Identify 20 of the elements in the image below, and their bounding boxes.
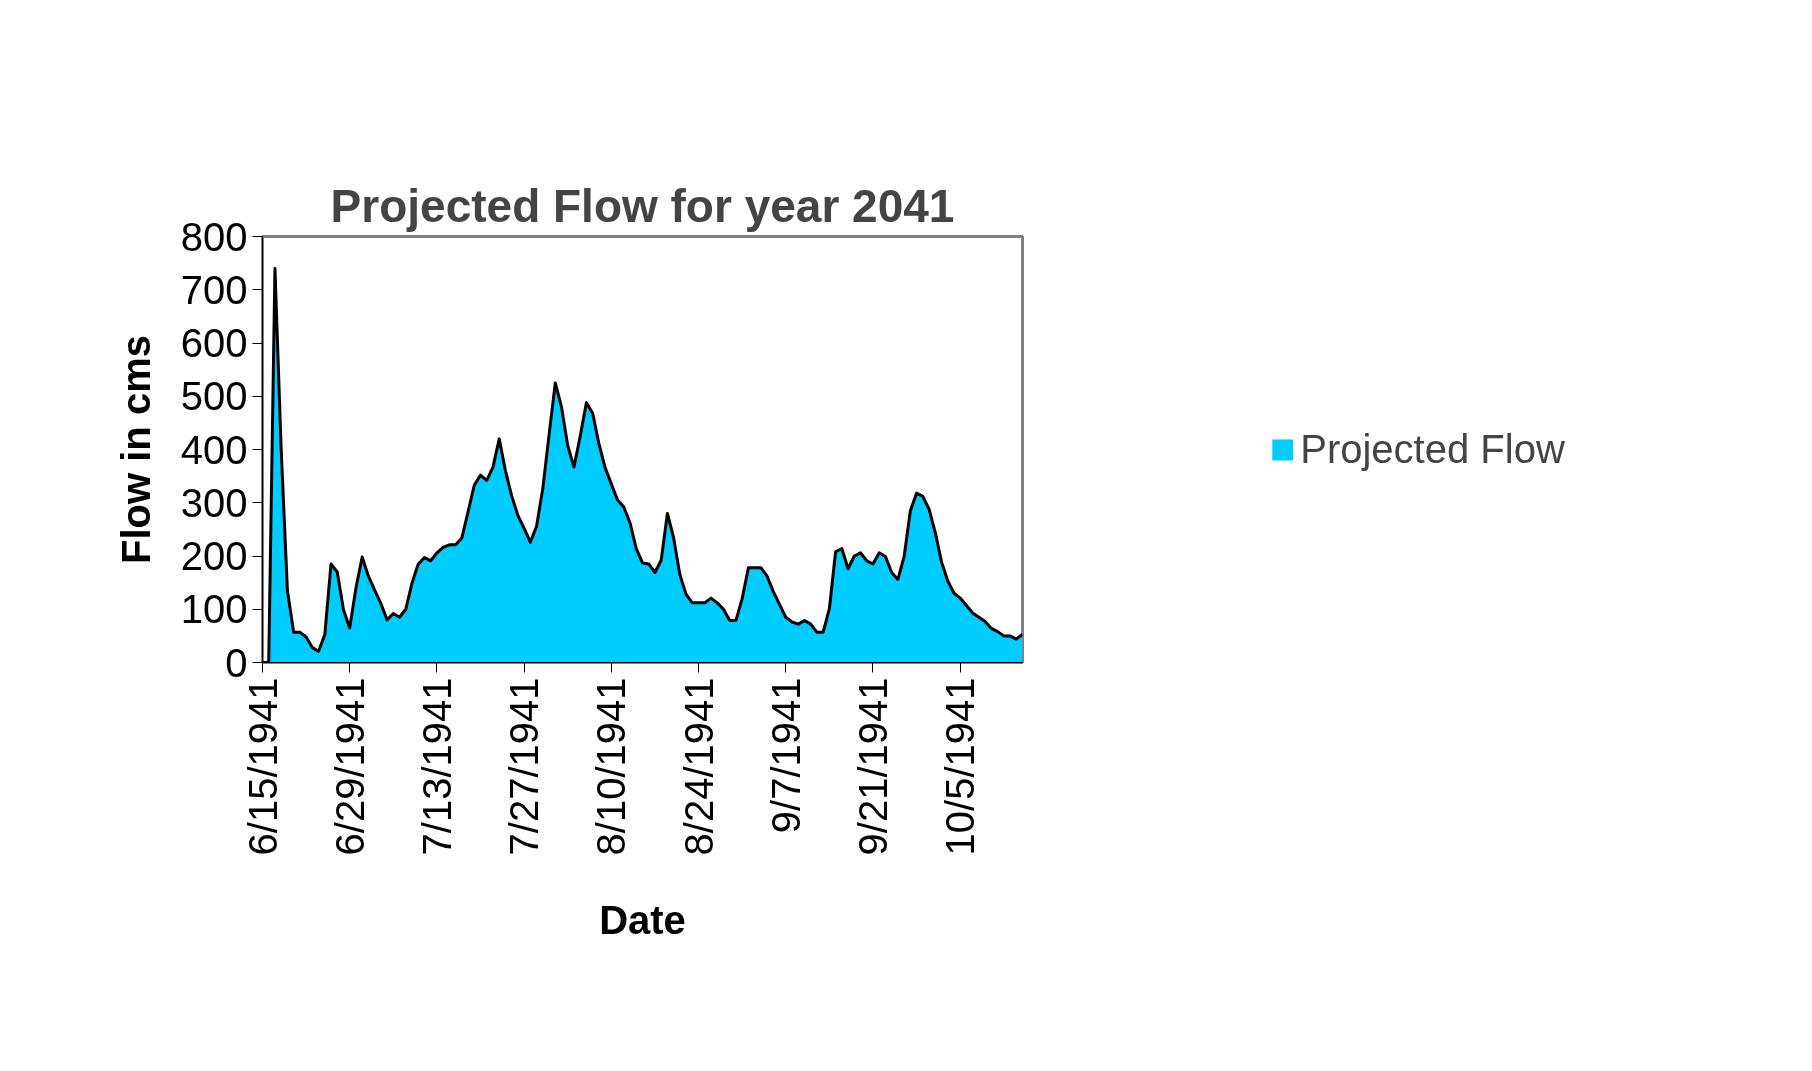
y-axis-title: Flow in cms <box>113 335 158 564</box>
legend-label: Projected Flow <box>1300 426 1565 472</box>
y-tick-label: 500 <box>180 374 248 419</box>
x-tick-label: 8/10/1941 <box>589 677 634 856</box>
x-axis-title: Date <box>599 898 686 943</box>
x-tick-label: 10/5/1941 <box>938 677 983 856</box>
x-tick-label: 7/13/1941 <box>414 677 459 856</box>
y-tick-label: 400 <box>180 427 248 472</box>
x-tick-label: 7/27/1941 <box>502 677 547 856</box>
x-tick-label: 8/24/1941 <box>676 677 721 856</box>
chart-title: Projected Flow for year 2041 <box>330 179 955 232</box>
y-tick-label: 300 <box>180 480 248 525</box>
y-tick-label: 700 <box>180 267 248 312</box>
x-tick-label: 6/29/1941 <box>327 677 372 856</box>
y-tick-label: 600 <box>180 321 248 365</box>
y-tick-label: 800 <box>180 214 248 259</box>
y-tick-label: 100 <box>180 587 248 632</box>
x-tick-label: 9/21/1941 <box>850 677 895 856</box>
y-tick-label: 200 <box>180 534 248 578</box>
x-tick-label: 9/7/1941 <box>763 677 808 834</box>
